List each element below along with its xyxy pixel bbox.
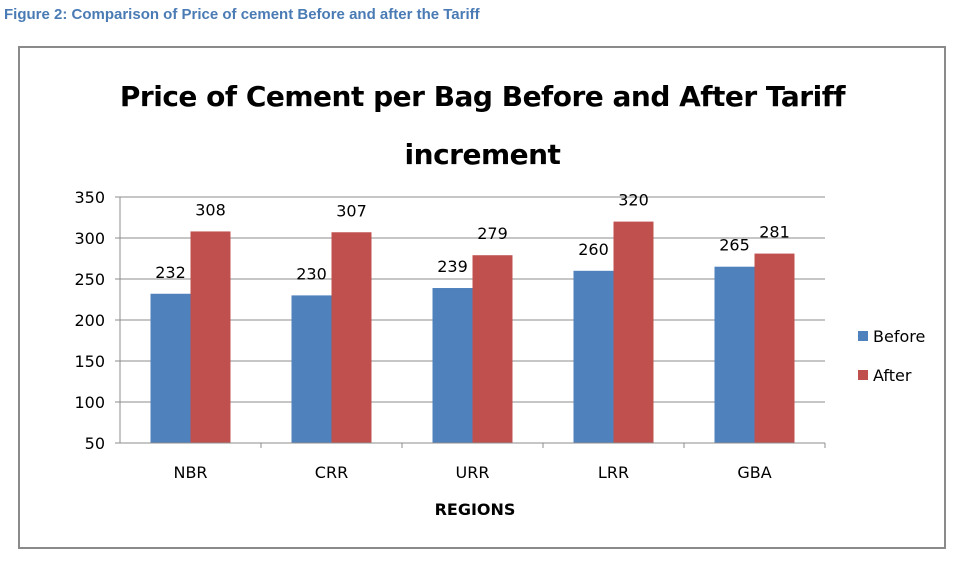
x-tick-labels: NBR CRR URR LRR GBA — [173, 463, 771, 482]
bar-after-urr — [472, 255, 513, 443]
y-tick-label: 150 — [74, 352, 105, 371]
bar-before-crr — [291, 295, 332, 443]
y-tick-label: 250 — [74, 270, 105, 289]
bar-after-lrr — [613, 221, 654, 443]
data-label-before-crr: 230 — [296, 264, 327, 283]
y-tick-label: 350 — [74, 188, 105, 207]
data-label-before-lrr: 260 — [578, 240, 609, 259]
legend-swatch-before — [858, 331, 868, 341]
bar-before-urr — [432, 288, 473, 443]
bar-after-gba — [754, 253, 795, 443]
y-tick-label: 200 — [74, 311, 105, 330]
y-tick-label: 100 — [74, 393, 105, 412]
chart-title-line-1: Price of Cement per Bag Before and After… — [119, 80, 846, 113]
bars — [150, 221, 795, 443]
chart-title-line-2: increment — [404, 138, 561, 171]
data-label-after-crr: 307 — [336, 201, 367, 220]
data-label-after-gba: 281 — [759, 223, 790, 242]
bar-before-gba — [714, 266, 755, 443]
x-tick-label-gba: GBA — [737, 463, 771, 482]
x-tick-label-lrr: LRR — [598, 463, 629, 482]
legend-item-before: Before — [858, 326, 925, 346]
x-tick-label-urr: URR — [456, 463, 490, 482]
data-label-before-urr: 239 — [437, 257, 468, 276]
x-tick-label-crr: CRR — [315, 463, 348, 482]
x-tick-label-nbr: NBR — [173, 463, 207, 482]
bar-after-nbr — [190, 231, 231, 443]
legend-label-before: Before — [873, 326, 926, 346]
data-label-after-nbr: 308 — [195, 200, 226, 219]
bar-before-lrr — [573, 270, 614, 443]
bar-after-crr — [331, 232, 372, 443]
data-label-before-gba: 265 — [719, 236, 750, 255]
y-tick-labels: 50 100 150 200 250 300 350 — [74, 188, 105, 453]
y-tick-label: 300 — [74, 229, 105, 248]
legend: Before After — [858, 326, 925, 404]
data-label-after-lrr: 320 — [618, 191, 649, 210]
data-label-before-nbr: 232 — [155, 263, 186, 282]
bar-before-nbr — [150, 293, 191, 443]
figure-caption: Figure 2: Comparison of Price of cement … — [4, 6, 480, 23]
data-labels: 232 308 230 307 239 279 260 320 265 281 — [155, 191, 790, 284]
y-tick-label: 50 — [85, 434, 105, 453]
legend-label-after: After — [873, 365, 912, 385]
chart-title: Price of Cement per Bag Before and After… — [0, 68, 959, 184]
x-axis-title: REGIONS — [434, 500, 516, 519]
legend-swatch-after — [858, 370, 868, 380]
legend-item-after: After — [858, 365, 925, 385]
data-label-after-urr: 279 — [477, 224, 508, 243]
